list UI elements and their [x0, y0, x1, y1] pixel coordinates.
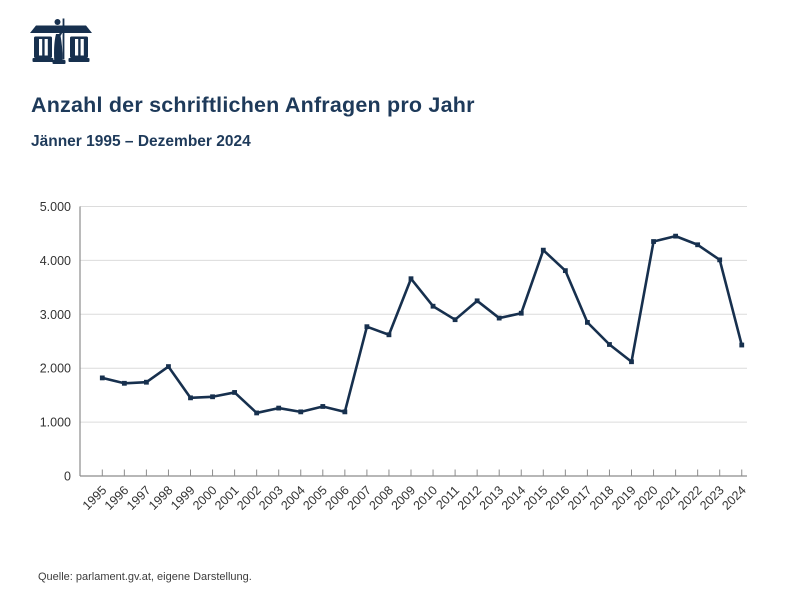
x-tick-label: 2006	[322, 483, 352, 513]
x-tick-label: 2023	[697, 483, 727, 513]
x-tick-label: 2011	[433, 483, 462, 512]
parliament-logo-graphic	[30, 18, 92, 64]
x-tick-label: 2021	[653, 483, 683, 513]
source-note: Quelle: parlament.gv.at, eigene Darstell…	[38, 571, 252, 583]
x-tick-label: 1996	[102, 483, 132, 513]
data-point	[518, 310, 524, 316]
x-tick-label: 2014	[499, 483, 529, 513]
y-tick-label: 3.000	[40, 308, 71, 322]
data-point	[121, 380, 127, 386]
x-tick-label: 2022	[675, 483, 705, 513]
logo-columns-left	[34, 36, 52, 58]
logo-pediment	[30, 25, 92, 33]
logo-column-gap	[75, 39, 79, 56]
data-point	[99, 375, 105, 381]
data-point	[474, 298, 480, 304]
logo-base-right	[68, 58, 90, 62]
x-tick-label: 2010	[411, 483, 441, 513]
logo-column-gap	[44, 39, 48, 56]
data-point	[452, 317, 458, 323]
data-point	[673, 233, 678, 239]
line-chart: 01.0002.0003.0004.0005.00019951996199719…	[40, 200, 749, 513]
data-point	[408, 276, 414, 282]
x-tick-label: 2024	[719, 483, 749, 513]
data-point	[430, 303, 436, 309]
x-tick-label: 2008	[367, 483, 397, 513]
data-point	[386, 332, 392, 338]
data-point	[320, 404, 326, 409]
x-tick-label: 2004	[278, 483, 308, 513]
x-tick-label: 2017	[565, 483, 595, 513]
x-tick-label: 2000	[190, 483, 220, 513]
x-tick-label: 2003	[256, 483, 286, 513]
data-point	[144, 379, 149, 385]
logo-column-gap	[39, 39, 43, 56]
chart-subtitle: Jänner 1995 – Dezember 2024	[31, 133, 251, 150]
logo-statue-pedestal	[52, 60, 66, 64]
y-tick-label: 1.000	[40, 416, 71, 430]
data-point	[254, 410, 260, 416]
data-line	[101, 234, 744, 415]
logo-statue-staff	[62, 18, 65, 60]
logo-column-gap	[80, 39, 84, 56]
x-tick-label: 2002	[234, 483, 264, 513]
x-tick-label: 2007	[344, 483, 374, 513]
data-point	[364, 324, 370, 330]
data-point	[232, 390, 237, 395]
logo-statue-head	[54, 19, 61, 25]
data-point	[651, 239, 656, 244]
data-point	[585, 319, 590, 325]
data-point	[695, 242, 701, 248]
x-tick-label: 1997	[124, 483, 154, 513]
y-tick-label: 0	[64, 470, 71, 484]
chart-title: Anzahl der schriftlichen Anfragen pro Ja…	[31, 93, 475, 117]
x-tick-label: 2012	[455, 483, 485, 513]
y-tick-label: 5.000	[40, 200, 71, 214]
data-point	[739, 342, 745, 348]
logo-statue-arm	[58, 26, 65, 36]
x-tick-label: 1999	[168, 483, 198, 513]
data-point	[298, 409, 304, 415]
y-tick-label: 4.000	[40, 254, 71, 268]
data-point	[562, 268, 568, 274]
data-point	[496, 315, 502, 321]
data-point	[540, 247, 546, 253]
logo-statue-body	[54, 34, 63, 60]
x-tick-label: 2020	[631, 483, 661, 513]
x-tick-label: 2016	[543, 483, 573, 513]
parliament-logo	[30, 17, 92, 71]
x-tick-label: 2019	[609, 483, 639, 513]
data-point	[210, 394, 215, 400]
x-tick-label: 1998	[146, 483, 176, 513]
data-point	[166, 364, 171, 369]
data-point	[276, 405, 282, 411]
x-tick-label: 2018	[587, 483, 617, 513]
x-tick-label: 2013	[477, 483, 507, 513]
logo-base-left	[32, 58, 54, 62]
x-tick-label: 1995	[80, 483, 110, 513]
x-tick-label: 2009	[389, 483, 419, 513]
data-point	[717, 257, 723, 263]
x-tick-label: 2005	[300, 483, 330, 513]
x-tick-label: 2015	[521, 483, 551, 513]
y-tick-label: 2.000	[40, 362, 71, 376]
x-tick-label: 2001	[212, 483, 242, 513]
data-point	[342, 409, 348, 415]
data-point	[607, 342, 612, 347]
data-point	[629, 359, 634, 365]
data-point	[188, 395, 193, 401]
logo-columns-right	[70, 36, 88, 58]
